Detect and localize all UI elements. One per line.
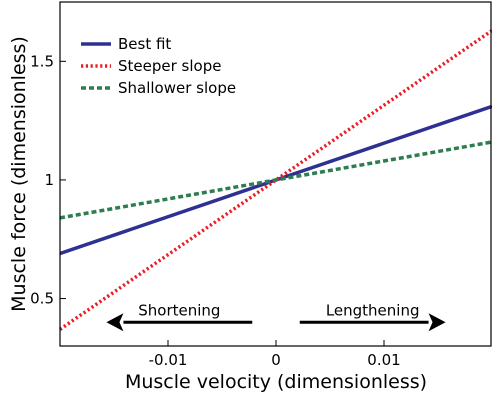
arrow-left-head <box>106 313 124 332</box>
series-line-3 <box>59 140 492 220</box>
annotation-label-shortening: Shortening <box>138 301 220 319</box>
legend-label-1: Best fit <box>118 35 171 53</box>
y-tick-label: 1 <box>44 171 54 189</box>
series-layer <box>59 29 492 331</box>
y-tick-label: 1.5 <box>30 52 54 70</box>
y-tick-label: 0.5 <box>30 290 54 308</box>
legend-label-3: Shallower slope <box>118 79 236 97</box>
y-axis-label: Muscle force (dimensionless) <box>8 36 30 312</box>
x-axis-label: Muscle velocity (dimensionless) <box>125 371 427 393</box>
ticks-layer: -0.01 0 0.01 0.5 1 1.5 <box>30 52 401 369</box>
annotation-layer: Shortening Lengthening <box>106 301 446 332</box>
legend-label-2: Steeper slope <box>118 57 221 75</box>
series-line-2 <box>59 29 492 331</box>
plot-frame <box>59 1 492 347</box>
arrow-right-head <box>428 313 446 332</box>
x-tick-label: 0.01 <box>367 351 400 369</box>
annotation-label-lengthening: Lengthening <box>326 301 420 319</box>
legend: Best fit Steeper slope Shallower slope <box>81 35 236 97</box>
x-tick-label: -0.01 <box>149 351 188 369</box>
x-tick-label: 0 <box>271 351 281 369</box>
